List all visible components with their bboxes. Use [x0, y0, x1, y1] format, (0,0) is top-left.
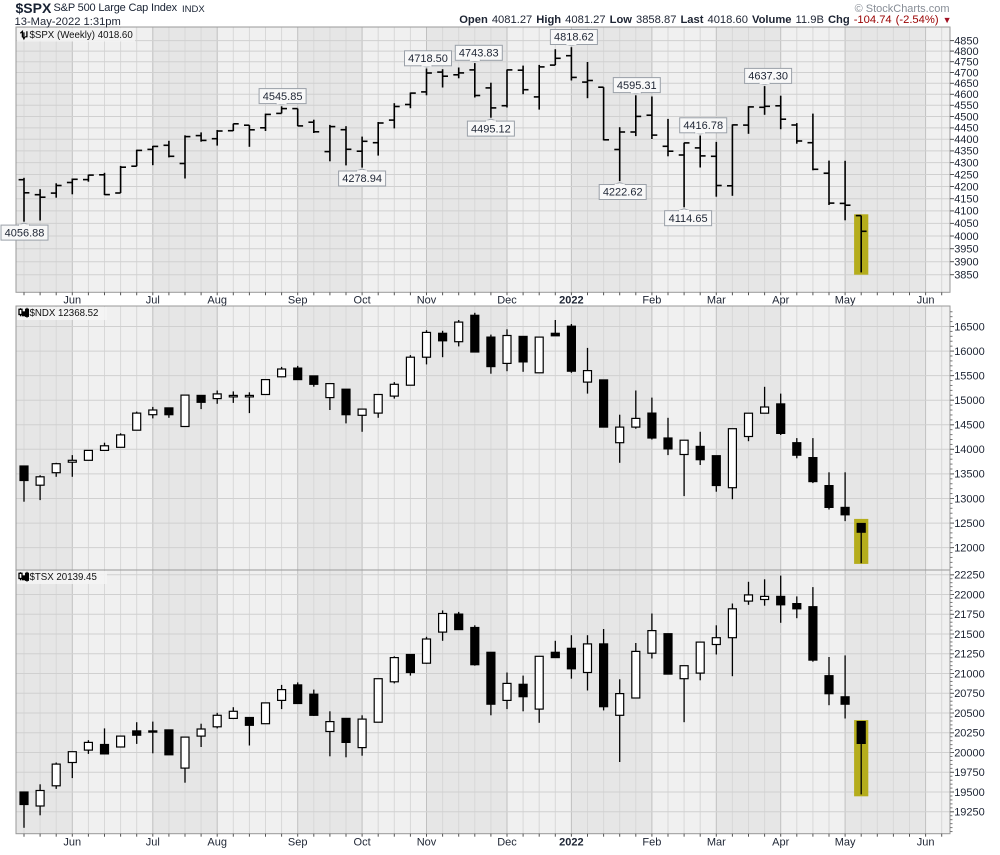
svg-text:3950: 3950: [954, 244, 978, 256]
svg-text:4850: 4850: [954, 35, 978, 47]
svg-text:Mar: Mar: [707, 837, 726, 849]
svg-text:15500: 15500: [954, 370, 985, 382]
svg-text:4150: 4150: [954, 194, 978, 206]
svg-text:4416.78: 4416.78: [683, 120, 723, 132]
svg-text:19250: 19250: [954, 807, 985, 819]
svg-text:21250: 21250: [954, 649, 985, 661]
svg-text:4000: 4000: [954, 231, 978, 243]
svg-text:15000: 15000: [954, 395, 985, 407]
svg-text:Apr: Apr: [772, 295, 789, 307]
svg-text:21500: 21500: [954, 629, 985, 641]
svg-text:13000: 13000: [954, 493, 985, 505]
svg-text:Oct: Oct: [354, 295, 371, 307]
svg-text:4056.88: 4056.88: [5, 227, 45, 239]
svg-text:Sep: Sep: [288, 295, 308, 307]
svg-text:21000: 21000: [954, 668, 985, 680]
svg-text:Nov: Nov: [417, 837, 437, 849]
svg-text:4200: 4200: [954, 181, 978, 193]
svg-text:4114.65: 4114.65: [669, 213, 708, 225]
svg-text:4300: 4300: [954, 157, 978, 169]
svg-text:4800: 4800: [954, 46, 978, 58]
svg-text:4700: 4700: [954, 67, 978, 79]
svg-text:4495.12: 4495.12: [471, 123, 511, 135]
svg-text:4550: 4550: [954, 100, 978, 112]
svg-text:2022: 2022: [559, 295, 583, 307]
svg-text:Dec: Dec: [497, 295, 517, 307]
svg-text:Jul: Jul: [146, 837, 160, 849]
svg-text:Nov: Nov: [417, 295, 437, 307]
svg-text:May: May: [835, 837, 856, 849]
svg-text:Aug: Aug: [207, 837, 227, 849]
svg-text:Dec: Dec: [497, 837, 517, 849]
svg-text:4500: 4500: [954, 111, 978, 123]
svg-text:Sep: Sep: [288, 837, 308, 849]
svg-text:Jun: Jun: [63, 837, 81, 849]
svg-text:14500: 14500: [954, 420, 985, 432]
svg-text:4100: 4100: [954, 206, 978, 218]
svg-text:20250: 20250: [954, 728, 985, 740]
svg-text:Feb: Feb: [642, 295, 661, 307]
svg-text:19750: 19750: [954, 767, 985, 779]
svg-text:4595.31: 4595.31: [617, 80, 657, 92]
svg-text:4350: 4350: [954, 146, 978, 158]
svg-text:$SPX (Weekly) 4018.60: $SPX (Weekly) 4018.60: [30, 30, 134, 41]
svg-text:4222.62: 4222.62: [603, 187, 643, 199]
svg-text:4743.83: 4743.83: [459, 48, 499, 60]
svg-text:Mar: Mar: [707, 295, 726, 307]
svg-text:12500: 12500: [954, 518, 985, 530]
svg-text:4650: 4650: [954, 78, 978, 90]
svg-text:Jun: Jun: [63, 295, 81, 307]
svg-text:4600: 4600: [954, 89, 978, 101]
svg-text:Jun: Jun: [917, 295, 935, 307]
svg-text:13500: 13500: [954, 469, 985, 481]
svg-text:May: May: [835, 295, 856, 307]
svg-text:Jun: Jun: [917, 837, 935, 849]
svg-text:4050: 4050: [954, 218, 978, 230]
svg-text:16500: 16500: [954, 321, 985, 333]
svg-text:20000: 20000: [954, 747, 985, 759]
svg-text:$TSX 20139.45: $TSX 20139.45: [30, 572, 97, 583]
svg-text:Feb: Feb: [642, 837, 661, 849]
svg-text:22000: 22000: [954, 589, 985, 601]
svg-text:4250: 4250: [954, 169, 978, 181]
svg-text:Jul: Jul: [146, 295, 160, 307]
svg-text:4750: 4750: [954, 57, 978, 69]
svg-text:4545.85: 4545.85: [263, 91, 303, 103]
svg-text:4400: 4400: [954, 134, 978, 146]
svg-text:4637.30: 4637.30: [748, 71, 788, 83]
svg-text:4818.62: 4818.62: [554, 32, 594, 44]
svg-text:Oct: Oct: [354, 837, 371, 849]
svg-text:$NDX 12368.52: $NDX 12368.52: [30, 308, 99, 319]
svg-text:3900: 3900: [954, 257, 978, 269]
svg-text:19500: 19500: [954, 787, 985, 799]
svg-text:2022: 2022: [559, 837, 583, 849]
svg-text:20750: 20750: [954, 688, 985, 700]
svg-text:21750: 21750: [954, 609, 985, 621]
svg-text:Aug: Aug: [207, 295, 227, 307]
svg-text:4278.94: 4278.94: [342, 173, 382, 185]
svg-text:14000: 14000: [954, 444, 985, 456]
svg-text:22250: 22250: [954, 570, 985, 582]
svg-text:16000: 16000: [954, 346, 985, 358]
svg-text:4450: 4450: [954, 123, 978, 135]
svg-text:12000: 12000: [954, 542, 985, 554]
svg-text:4718.50: 4718.50: [408, 53, 448, 65]
svg-text:Apr: Apr: [772, 837, 789, 849]
svg-text:3850: 3850: [954, 270, 978, 282]
svg-text:20500: 20500: [954, 708, 985, 720]
